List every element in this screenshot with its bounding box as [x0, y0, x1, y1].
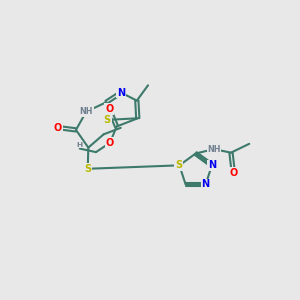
- Text: N: N: [202, 179, 210, 189]
- Text: NH: NH: [80, 107, 93, 116]
- Text: NH: NH: [207, 145, 220, 154]
- Text: S: S: [175, 160, 182, 170]
- Text: O: O: [105, 104, 113, 114]
- Text: S: S: [103, 115, 111, 125]
- Text: O: O: [106, 138, 114, 148]
- Text: N: N: [117, 88, 125, 98]
- Text: O: O: [54, 123, 62, 133]
- Text: N: N: [208, 160, 216, 170]
- Text: H: H: [76, 142, 82, 148]
- Text: O: O: [229, 168, 238, 178]
- Text: S: S: [84, 164, 91, 174]
